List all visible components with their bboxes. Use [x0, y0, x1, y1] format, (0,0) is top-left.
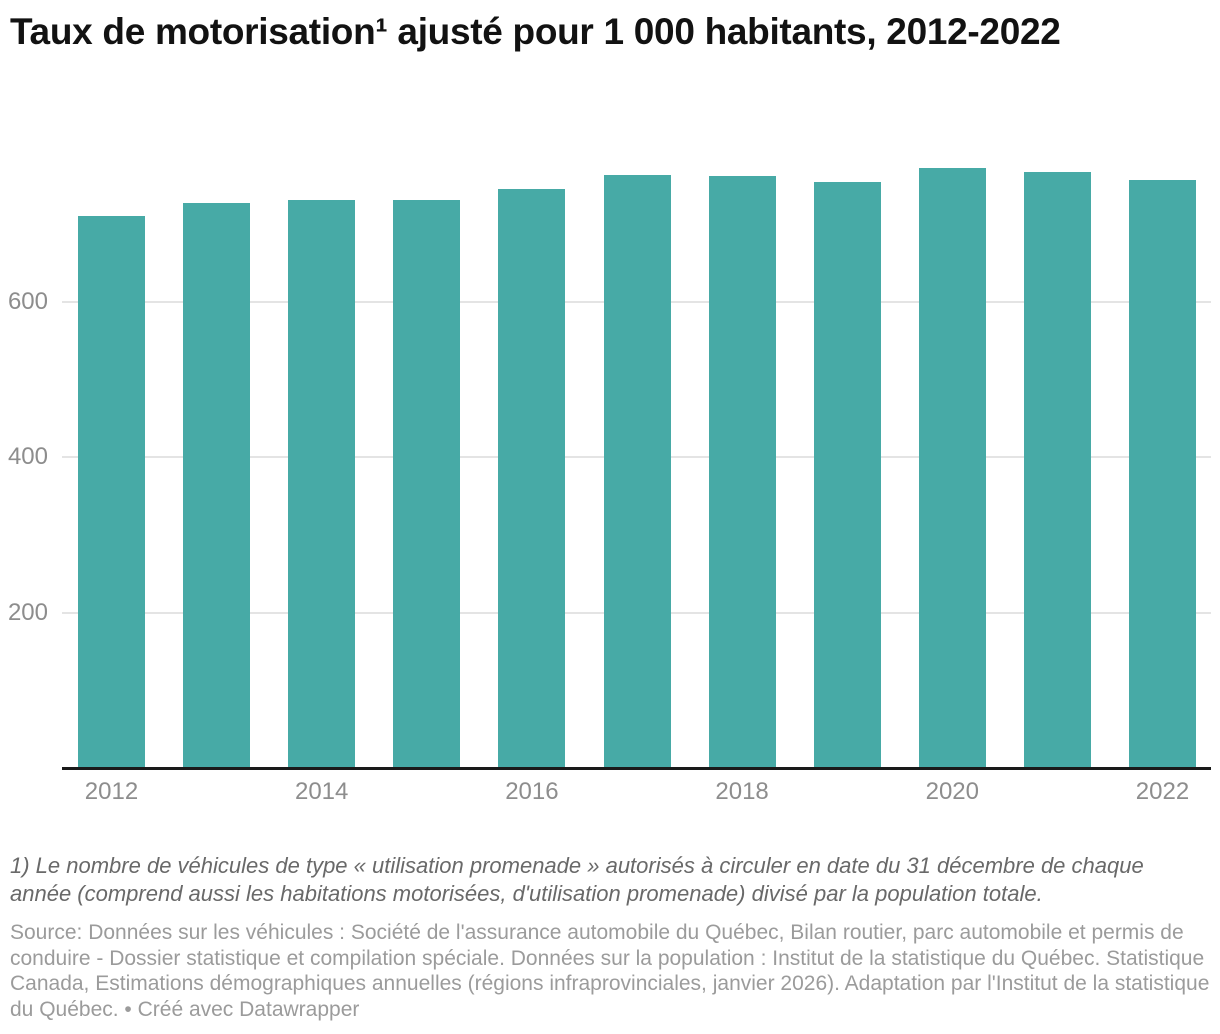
x-axis-label-2012: 2012 — [84, 778, 139, 805]
page-title: Taux de motorisation¹ ajusté pour 1 000 … — [10, 11, 1061, 52]
bar-2021 — [1023, 172, 1091, 768]
x-axis-label-2014: 2014 — [294, 778, 349, 805]
bar-2014 — [288, 200, 356, 768]
x-axis-label-2016: 2016 — [505, 778, 559, 805]
bar-2018 — [708, 176, 776, 768]
footnote-text: 1) Le nombre de véhicules de type « util… — [10, 853, 1144, 906]
bar-2017 — [603, 175, 671, 768]
bar-2016 — [498, 189, 566, 768]
y-axis-label-200: 200 — [7, 598, 48, 626]
x-axis-baseline — [62, 766, 1211, 770]
y-axis-label-600: 600 — [7, 287, 48, 315]
bar-2019 — [813, 182, 881, 768]
x-axis-label-2020: 2020 — [925, 778, 979, 805]
bar-2012 — [78, 215, 145, 768]
source-text: Source: Données sur les véhicules : Soci… — [10, 921, 1210, 1021]
bar-2013 — [183, 202, 251, 768]
x-axis-label-2022: 2022 — [1135, 778, 1190, 805]
x-axis-label-2018: 2018 — [715, 778, 769, 805]
bar-2020 — [918, 167, 986, 768]
bar-2022 — [1129, 180, 1196, 768]
bar-2015 — [393, 200, 461, 768]
chart-canvas: 200 400 600 2012 2014 2016 2018 2020 2022 — [0, 145, 1220, 805]
y-axis-label-400: 400 — [7, 443, 48, 471]
